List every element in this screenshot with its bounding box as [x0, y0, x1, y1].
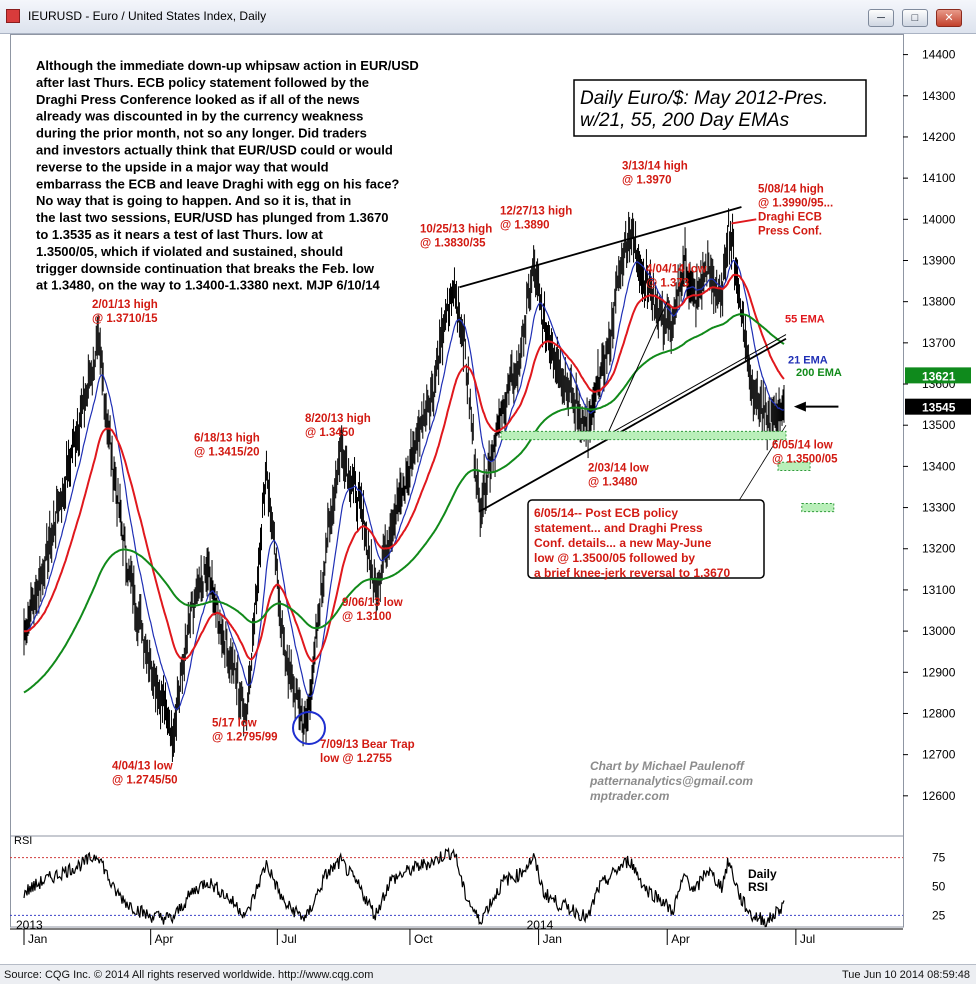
- chart-axes: 14400 14300 14200 14100 14000 13900 13800 13700…: [10, 48, 971, 946]
- year-label: 2014: [527, 918, 554, 932]
- rsi-pane-frame: [10, 835, 904, 928]
- legend-label: 21 EMA: [788, 354, 828, 366]
- price-annotation: 6/05/14 low @ 1.3500/05: [772, 439, 838, 465]
- rsi-line: [23, 847, 785, 928]
- price-annotation: 4/04/13 low @ 1.2745/50: [112, 760, 178, 786]
- commentary-text: Although the immediate down-up whipsaw a…: [36, 58, 419, 293]
- status-bar: Source: CQG Inc. © 2014 All rights reser…: [0, 964, 976, 984]
- time-label: Apr: [671, 932, 690, 946]
- trend-line: [478, 337, 787, 513]
- price-tick-label: 12600: [922, 789, 956, 803]
- price-annotation: 6/18/13 high @ 1.3415/20: [194, 432, 260, 458]
- time-label: Jan: [543, 932, 562, 946]
- price-tick-label: 13200: [922, 542, 956, 556]
- trend-line: [459, 206, 742, 289]
- rsi-title: RSI: [14, 835, 32, 847]
- last-price-badge: [905, 367, 971, 384]
- ema-21-line: [23, 259, 785, 711]
- chart-title: Daily Euro/$: May 2012-Pres. w/21, 55, 20…: [580, 88, 828, 131]
- ema-55-line: [23, 273, 785, 663]
- trend-line: [602, 334, 787, 438]
- price-tick-label: 13300: [922, 501, 956, 515]
- price-annotation: 12/27/13 high @ 1.3890: [500, 206, 572, 232]
- price-annotation: 4/04/14 low @ 1.373: [646, 263, 707, 289]
- support-zone: [777, 461, 811, 472]
- price-tick-label: 13100: [922, 583, 956, 597]
- rsi-tick-label: 75: [932, 851, 946, 865]
- price-annotation: 3/13/14 high @ 1.3970: [622, 161, 688, 187]
- price-annotation: 2/03/14 low @ 1.3480: [588, 462, 649, 488]
- price-tick-label: 13400: [922, 459, 956, 473]
- chart-credit: Chart by Michael Paulenoff patternanalyti…: [589, 759, 753, 803]
- close-button[interactable]: ✕: [936, 9, 962, 27]
- trend-line: [731, 218, 757, 225]
- chart-title-box: [573, 79, 867, 137]
- support-zone: [500, 430, 787, 441]
- price-tick-label: 13000: [922, 624, 956, 638]
- last-price-label: 13621: [922, 369, 956, 383]
- price-chart: [10, 34, 904, 838]
- status-datetime: Tue Jun 10 2014 08:59:48: [841, 969, 970, 981]
- rsi-tick-label: 25: [932, 908, 946, 922]
- legend-label: 200 EMA: [796, 367, 842, 379]
- last-price-label: 13545: [922, 401, 956, 415]
- price-annotation: 5/17 low @ 1.2795/99: [212, 718, 278, 744]
- callout-box: [527, 499, 765, 579]
- price-annotation: 5/08/14 high @ 1.3990/95... Draghi ECB Pres…: [758, 184, 833, 238]
- minimize-button[interactable]: ─: [868, 9, 894, 27]
- price-tick-label: 14000: [922, 212, 956, 226]
- window-titlebar: IEURUSD - Euro / United States Index, Da…: [0, 0, 976, 34]
- window-title: IEURUSD - Euro / United States Index, Da…: [28, 9, 267, 23]
- maximize-icon: □: [911, 12, 919, 24]
- rsi-chart: RSI Daily RSI: [10, 835, 904, 928]
- price-annotation: 2/01/13 high @ 1.3710/15: [92, 299, 158, 325]
- price-tick-label: 12900: [922, 665, 956, 679]
- price-annotation: 9/06/13 low @ 1.3100: [342, 597, 403, 623]
- chart-annotations: Daily Euro/$: May 2012-Pres. w/21, 55, 20…: [36, 58, 867, 803]
- price-annotation: 10/25/13 high @ 1.3830/35: [420, 223, 492, 249]
- price-tick-label: 14100: [922, 171, 956, 185]
- rsi-tick-label: 50: [932, 880, 946, 894]
- price-annotation: 8/20/13 high @ 1.3450: [305, 413, 371, 439]
- chart-svg: RSI Daily RSI 14400 14300 14200 14100 14000 139…: [10, 34, 971, 946]
- time-label: Jan: [28, 932, 47, 946]
- price-tick-label: 13900: [922, 253, 956, 267]
- arrow-head: [793, 401, 806, 412]
- app-icon: [6, 9, 20, 23]
- price-tick-label: 14300: [922, 89, 956, 103]
- last-price-badge: [905, 398, 971, 415]
- price-tick-label: 12800: [922, 706, 956, 720]
- price-tick-label: 13500: [922, 418, 956, 432]
- close-icon: ✕: [944, 12, 954, 24]
- year-label: 2013: [16, 918, 43, 932]
- rsi-note: Daily RSI: [748, 867, 777, 894]
- chart-frame: RSI Daily RSI 14400 14300 14200 14100 14000 139…: [10, 34, 976, 964]
- time-label: Jul: [281, 932, 296, 946]
- price-annotation: 7/09/13 Bear Trap low @ 1.2755: [320, 739, 415, 765]
- price-tick-label: 12700: [922, 748, 956, 762]
- callout-text: 6/05/14-- Post ECB policy statement... an…: [534, 506, 730, 580]
- trend-line: [607, 301, 668, 434]
- bear-trap-circle: [292, 710, 326, 745]
- time-label: Jul: [800, 932, 815, 946]
- price-tick-label: 13800: [922, 295, 956, 309]
- price-tick-label: 14400: [922, 48, 956, 62]
- minimize-icon: ─: [877, 12, 885, 24]
- support-zone: [801, 502, 835, 513]
- price-tick-label: 13700: [922, 336, 956, 350]
- time-label: Apr: [155, 932, 174, 946]
- status-source: Source: CQG Inc. © 2014 All rights reser…: [4, 969, 374, 981]
- ema-200-line: [23, 313, 785, 694]
- time-label: Oct: [414, 932, 433, 946]
- maximize-button[interactable]: □: [902, 9, 928, 27]
- legend-label: 55 EMA: [785, 313, 825, 325]
- price-tick-label: 14200: [922, 130, 956, 144]
